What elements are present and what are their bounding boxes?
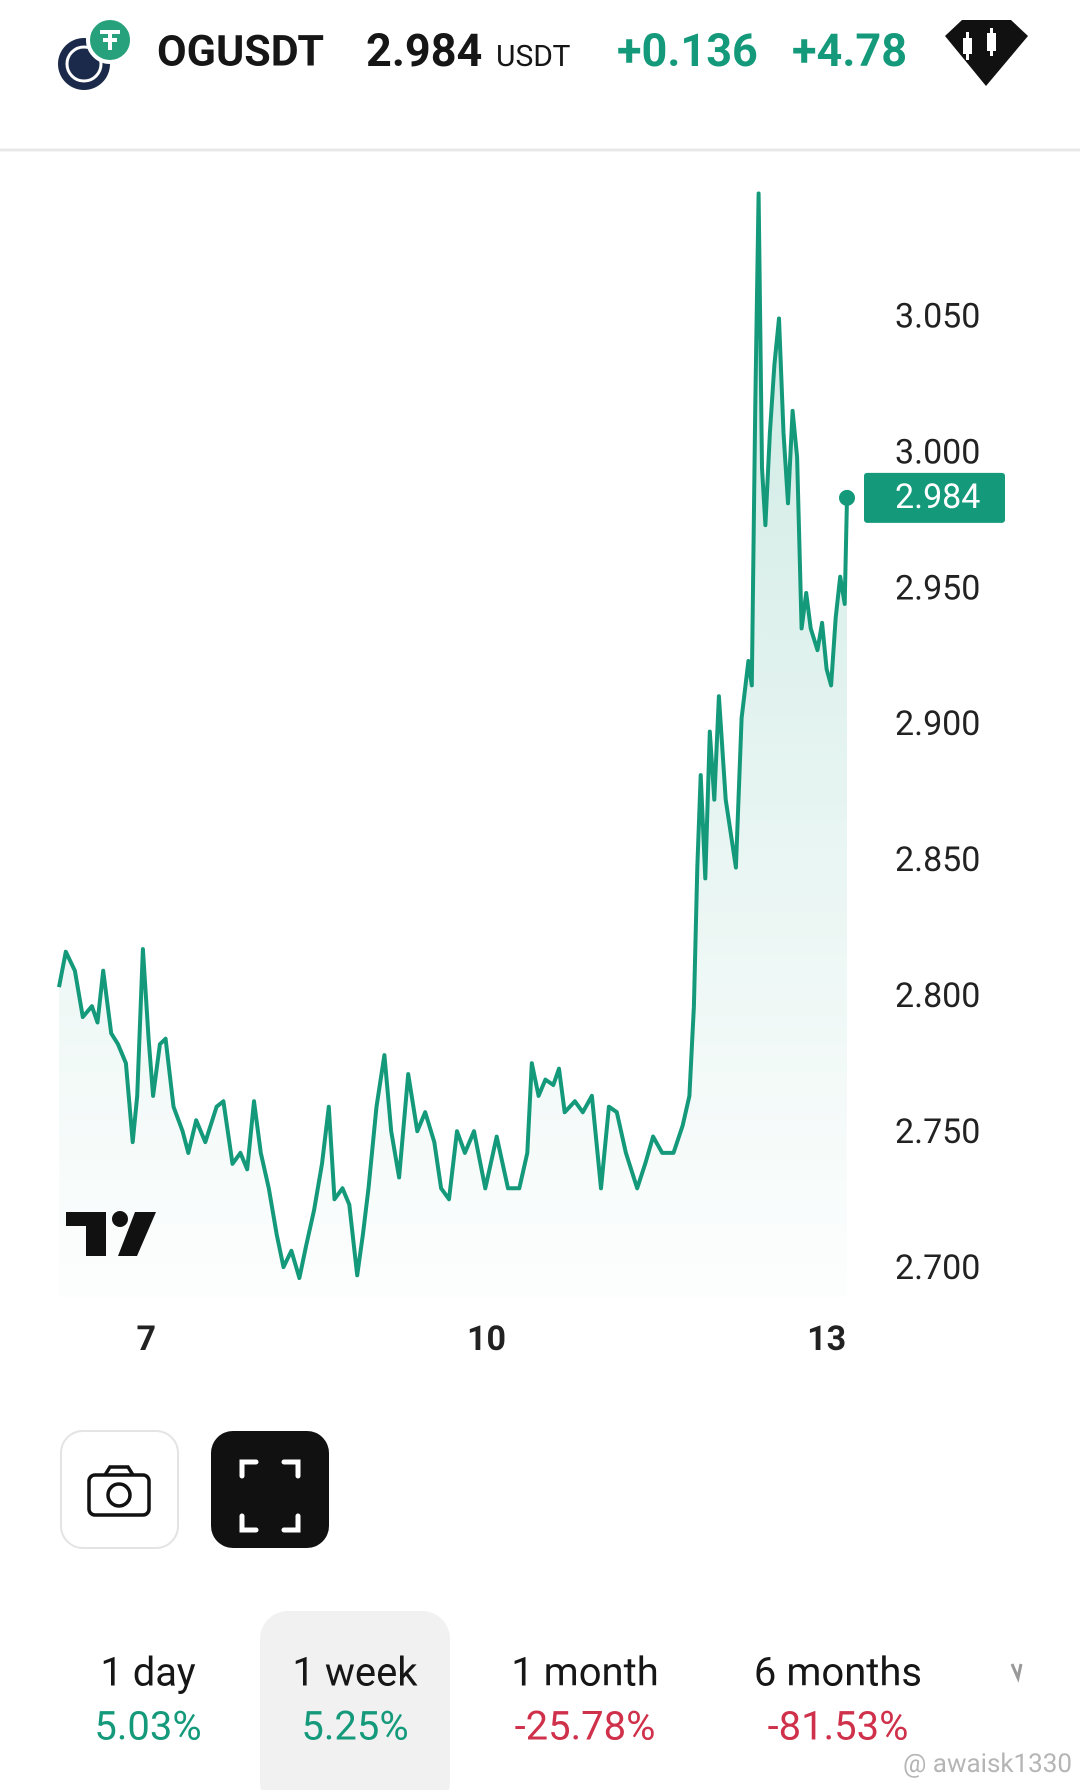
fullscreen-button[interactable]: [211, 1431, 329, 1548]
y-tick-label: 2.700: [895, 1248, 980, 1288]
last-price-label: 2.984: [895, 477, 980, 517]
y-tick-label: 2.950: [895, 568, 980, 608]
unit: USDT: [496, 39, 571, 74]
x-tick-label: 10: [467, 1319, 506, 1359]
snapshot-button[interactable]: [60, 1430, 179, 1549]
last-price-box: [864, 472, 1005, 523]
selected-period-bg: [260, 1611, 450, 1790]
price-line: [57, 191, 849, 1280]
y-tick-label: 2.750: [895, 1112, 980, 1152]
scroll-arrow: [1010, 1663, 1023, 1683]
period-change: -25.78%: [515, 1703, 656, 1750]
period-tabs: 1 day 5.03% 1 week 5.25% 1 month -25.78% 6 mon…: [94, 1649, 922, 1750]
change-percent: +4.78: [792, 24, 907, 77]
chart: 2.700 2.750 2.800 2.850 2.900 2.950 3.000 3.050…: [57, 191, 1005, 1359]
change: +0.136: [617, 24, 758, 77]
symbol: OGUSDT: [157, 26, 324, 76]
x-tick-label: 13: [807, 1319, 846, 1359]
y-tick-label: 2.900: [895, 704, 980, 744]
period-change: -81.53%: [768, 1703, 909, 1750]
y-tick-label: 3.000: [895, 432, 980, 472]
coin-logo: [58, 16, 134, 90]
area-fill: [59, 193, 847, 1297]
tradingview-logo: [66, 1211, 156, 1256]
period-label[interactable]: 1 day: [100, 1649, 195, 1696]
period-label[interactable]: 1 week: [292, 1649, 418, 1696]
y-tick-label: 2.800: [895, 976, 980, 1016]
x-tick-label: 7: [137, 1319, 157, 1359]
y-tick-label: 3.050: [895, 296, 980, 336]
chart-type-button[interactable]: [945, 20, 1028, 86]
watermark: @ awaisk1330: [903, 1749, 1072, 1779]
period-label[interactable]: 1 month: [511, 1649, 659, 1696]
y-tick-label: 2.850: [895, 840, 980, 880]
period-change: 5.25%: [301, 1703, 408, 1750]
period-label[interactable]: 6 months: [754, 1649, 922, 1696]
last-point: [839, 489, 855, 506]
period-change: 5.03%: [94, 1703, 201, 1750]
price: 2.984: [366, 24, 482, 77]
